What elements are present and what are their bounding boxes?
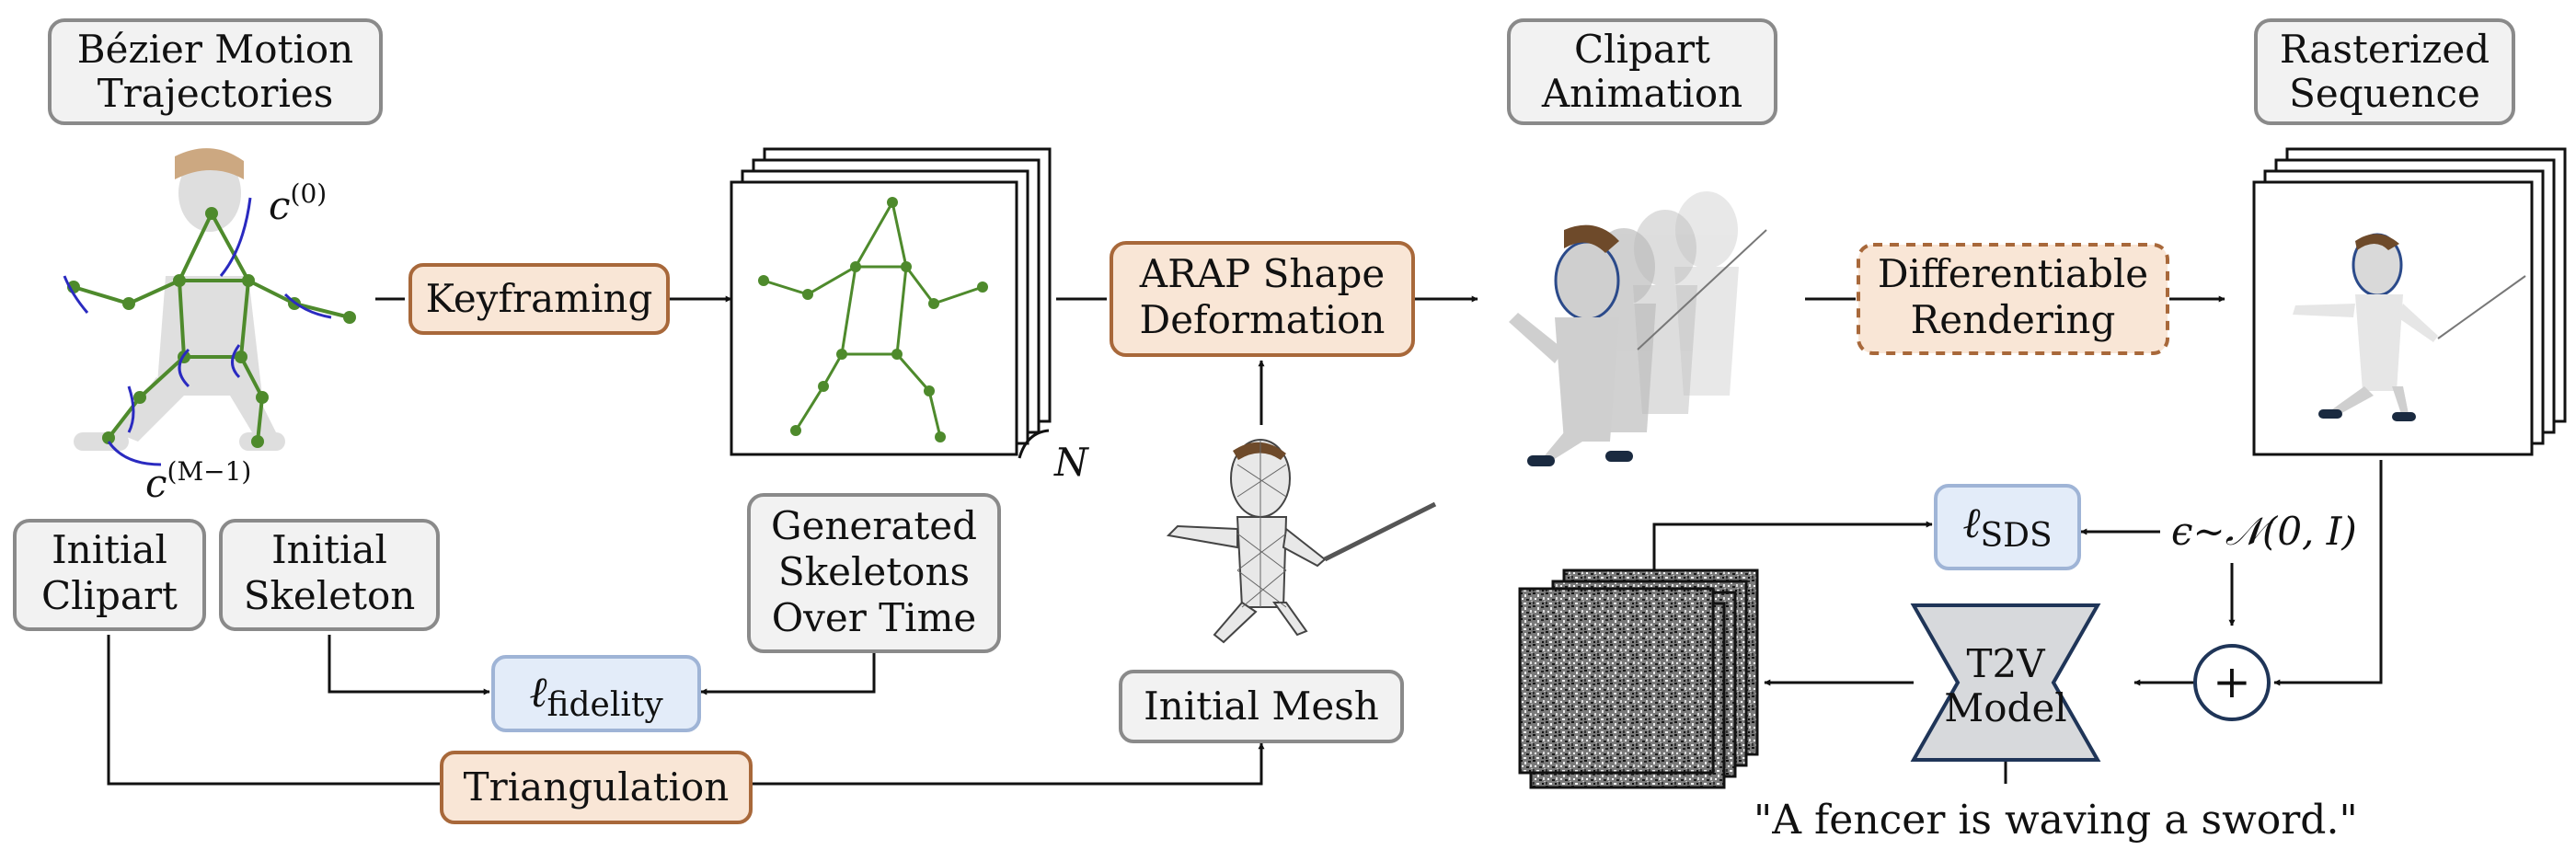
plus-node: + <box>2193 644 2271 721</box>
initial-clipart-box: Initial Clipart <box>13 519 206 631</box>
bezier-label-line1: Bézier Motion <box>77 27 354 72</box>
clipart-animation-line2: Animation <box>1541 71 1742 116</box>
frames-count-label: N <box>1053 440 1089 485</box>
triangulation-box: Triangulation <box>440 751 753 824</box>
arap-label-line1: ARAP Shape <box>1139 251 1386 296</box>
initial-mesh-label: Initial Mesh <box>1144 683 1379 729</box>
initial-skeleton-line1: Initial <box>271 527 387 572</box>
generated-line1: Generated <box>771 503 977 548</box>
arap-label-line2: Deformation <box>1140 297 1386 342</box>
clipart-animation-line1: Clipart <box>1574 27 1710 72</box>
t2v-label-line1: T2V <box>1966 641 2045 686</box>
rasterized-label-line2: Sequence <box>2289 71 2480 116</box>
initial-skeleton-line2: Skeleton <box>244 573 416 618</box>
generated-line2: Skeletons <box>778 549 970 594</box>
initial-skeleton-box: Initial Skeleton <box>219 519 440 631</box>
rasterized-sequence-box: Rasterized Sequence <box>2254 18 2515 125</box>
plus-symbol: + <box>2213 655 2251 708</box>
frames-brace <box>1018 429 1050 459</box>
fidelity-loss-label: ℓfidelity <box>529 667 663 724</box>
initial-clipart-line2: Clipart <box>41 573 178 618</box>
generated-line3: Over Time <box>772 595 977 640</box>
mesh-figure <box>1166 439 1437 644</box>
rendering-label-line2: Rendering <box>1911 297 2116 342</box>
clipart-animation-box: Clipart Animation <box>1507 18 1777 125</box>
triangulation-label: Triangulation <box>464 764 730 810</box>
arap-box: ARAP Shape Deformation <box>1110 241 1415 357</box>
keyframing-label: Keyframing <box>426 276 653 321</box>
differentiable-rendering-box: Differentiable Rendering <box>1857 243 2169 355</box>
noise-frames-stack <box>1518 569 1759 789</box>
rasterized-label-line1: Rasterized <box>2280 27 2490 72</box>
fidelity-loss-box: ℓfidelity <box>491 655 701 732</box>
t2v-label-line2: Model <box>1944 685 2066 730</box>
arrow-clipart-to-triangulation <box>107 635 440 786</box>
bezier-label-line2: Trajectories <box>98 71 334 116</box>
cM-label: c(M−1) <box>145 456 251 506</box>
keyframing-box: Keyframing <box>408 263 670 335</box>
bezier-trajectories-box: Bézier Motion Trajectories <box>48 18 383 125</box>
initial-mesh-box: Initial Mesh <box>1119 670 1404 743</box>
rasterized-frames-stack <box>2252 147 2567 456</box>
arrow-triangulation-to-mesh <box>753 742 1265 786</box>
arrow-skeleton-to-fidelity <box>328 635 490 695</box>
sds-loss-label: ℓSDS <box>1962 498 2052 555</box>
noise-distribution-label: ϵ∼𝒩(0, I) <box>2171 509 2357 554</box>
rasterized-fencer <box>2293 233 2526 421</box>
clipart-animation-figure <box>1509 191 1767 466</box>
c0-label: c(0) <box>269 178 327 228</box>
initial-clipart-line1: Initial <box>52 527 167 572</box>
text-prompt: "A fencer is waving a sword." <box>1754 797 2358 844</box>
sds-loss-box: ℓSDS <box>1934 484 2081 570</box>
arrow-noise-frames-to-sds <box>1652 521 1933 570</box>
generated-skeletons-box: Generated Skeletons Over Time <box>747 493 1001 653</box>
bezier-skeleton-figure <box>63 148 356 466</box>
skeleton-frames-stack <box>730 147 1052 459</box>
arrow-rasterized-to-plus <box>2273 460 2383 686</box>
rendering-label-line1: Differentiable <box>1878 251 2148 296</box>
t2v-model: T2V Model <box>1910 603 2101 762</box>
arrow-generated-to-fidelity <box>700 653 876 695</box>
